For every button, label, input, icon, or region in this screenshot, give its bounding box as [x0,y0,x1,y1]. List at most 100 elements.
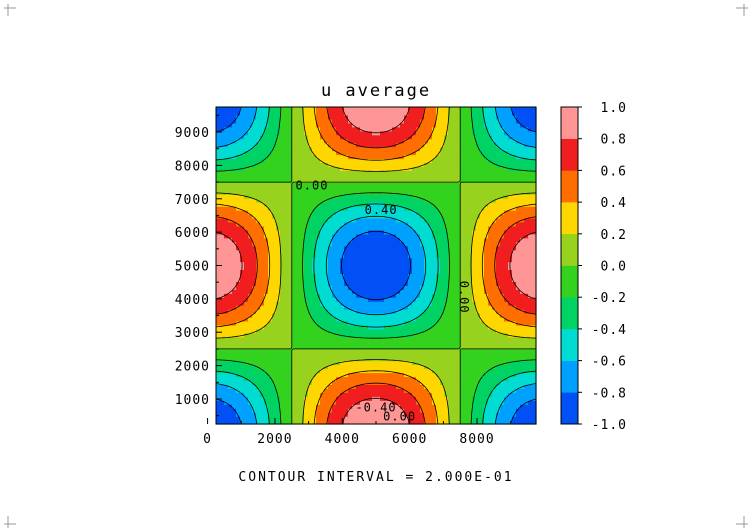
heatmap-cell [328,186,333,191]
heatmap-cell [532,372,537,378]
heatmap-cell [296,392,301,397]
heatmap-cell [336,182,341,187]
heatmap-cell [476,221,481,227]
heatmap-cell [380,225,385,231]
heatmap-cell [472,388,477,393]
heatmap-cell [420,305,425,310]
heatmap-cell [432,313,437,318]
heatmap-cell [520,356,525,362]
heatmap-cell [420,281,425,286]
heatmap-cell [276,265,281,271]
heatmap-cell [448,257,453,263]
heatmap-cell [352,277,357,282]
heatmap-cell [492,249,497,255]
heatmap-cell [248,344,253,350]
heatmap-cell [396,404,401,409]
heatmap-cell [392,281,397,286]
heatmap-cell [472,198,477,203]
heatmap-cell [468,206,473,211]
heatmap-cell [328,277,333,282]
heatmap-cell [384,182,389,187]
heatmap-cell [240,364,245,370]
heatmap-cell [292,380,297,385]
heatmap-cell [408,313,413,318]
heatmap-cell [464,237,469,243]
heatmap-cell [464,380,469,385]
heatmap-cell [480,317,485,322]
heatmap-cell [424,317,429,322]
heatmap-cell [232,182,237,187]
heatmap-cell [388,376,393,382]
heatmap-cell [280,301,285,306]
heatmap-cell [260,352,265,358]
heatmap-cell [316,194,321,199]
heatmap-cell [260,281,265,286]
heatmap-cell [488,360,493,366]
heatmap-cell [356,265,361,271]
heatmap-cell [216,198,221,203]
heatmap-cell [296,174,301,179]
heatmap-cell [400,186,405,191]
heatmap-cell [356,388,361,393]
heatmap-cell [312,202,317,207]
heatmap-cell [516,245,521,251]
heatmap-cell [312,400,317,405]
heatmap-cell [432,324,437,330]
heatmap-cell [296,273,301,278]
heatmap-cell [404,261,409,267]
heatmap-cell [232,368,237,374]
heatmap-cell [304,396,309,401]
heatmap-cell [524,416,529,421]
heatmap-cell [344,233,349,239]
heatmap-cell [500,408,505,413]
heatmap-cell [524,273,529,278]
heatmap-cell [328,202,333,207]
heatmap-cell [304,281,309,286]
heatmap-cell [276,186,281,191]
heatmap-cell [292,412,297,417]
heatmap-cell [364,261,369,267]
heatmap-cell [516,206,521,211]
heatmap-cell [472,348,477,354]
heatmap-cell [452,253,457,259]
heatmap-cell [516,202,521,207]
heatmap-cell [528,348,533,354]
heatmap-cell [284,392,289,397]
heatmap-cell [420,396,425,401]
heatmap-cell [288,241,293,247]
heatmap-cell [340,190,345,195]
heatmap-cell [224,396,229,401]
heatmap-cell [484,416,489,421]
heatmap-cell [232,324,237,330]
heatmap-cell [284,328,289,334]
heatmap-cell [296,336,301,342]
heatmap-cell [532,245,537,251]
heatmap-cell [388,336,393,342]
heatmap-cell [344,273,349,278]
heatmap-cell [388,245,393,251]
heatmap-cell [412,368,417,374]
heatmap-cell [260,213,265,219]
heatmap-cell [432,344,437,350]
heatmap-cell [484,190,489,195]
heatmap-cell [520,305,525,310]
heatmap-cell [448,412,453,417]
heatmap-cell [216,309,221,314]
heatmap-cell [240,269,245,275]
heatmap-cell [412,198,417,203]
heatmap-cell [448,309,453,314]
heatmap-cell [524,305,529,310]
heatmap-cell [308,253,313,259]
heatmap-cell [396,293,401,298]
heatmap-cell [372,320,377,326]
heatmap-cell [292,384,297,389]
heatmap-cell [524,332,529,338]
heatmap-cell [376,332,381,338]
heatmap-cell [288,324,293,330]
heatmap-cell [352,400,357,405]
heatmap-cell [468,281,473,286]
heatmap-cell [344,408,349,413]
heatmap-cell [464,384,469,389]
heatmap-cell [404,217,409,223]
heatmap-cell [400,261,405,267]
